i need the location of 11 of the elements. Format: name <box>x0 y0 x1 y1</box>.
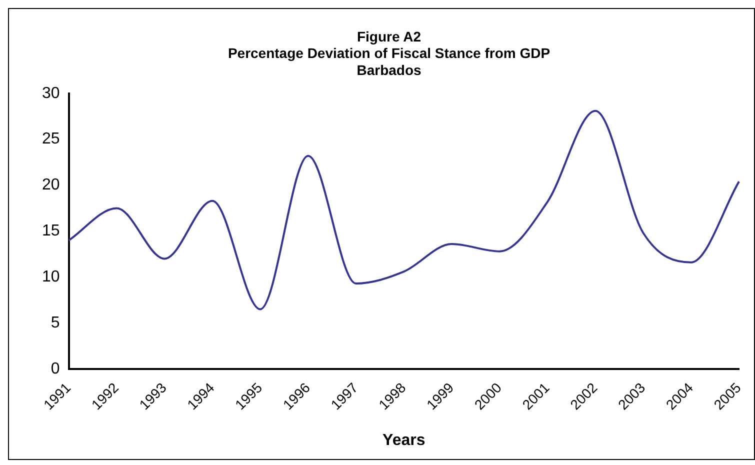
y-tick-label: 25 <box>42 130 60 148</box>
y-tick-label: 20 <box>42 176 60 194</box>
chart-title: Figure A2 <box>356 28 422 44</box>
line-series <box>68 110 740 310</box>
y-tick-label: 10 <box>42 268 60 286</box>
y-tick-label: 30 <box>42 84 60 102</box>
chart-subtitle: Percentage Deviation of Fiscal Stance from GDP Barbados <box>228 45 550 78</box>
y-tick-label: 15 <box>42 222 60 240</box>
y-tick-label: 0 <box>50 360 60 378</box>
x-axis-title: Years <box>382 432 426 449</box>
y-tick-label: 5 <box>50 314 60 332</box>
